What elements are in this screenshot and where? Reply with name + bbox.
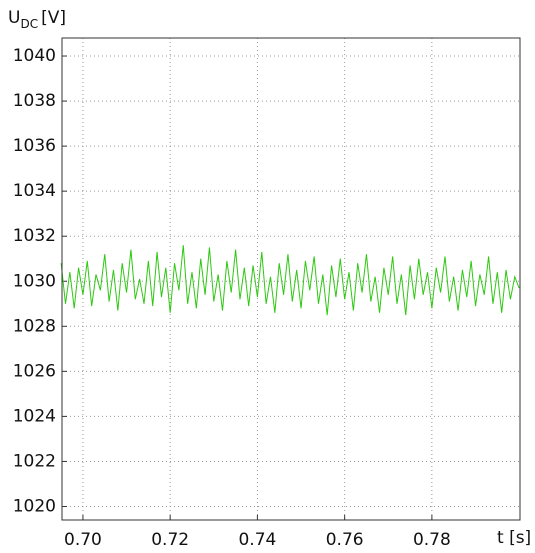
y-label-unit: [V] [41,8,66,28]
x-tick-label: 0.76 [326,530,364,550]
y-tick-label: 1040 [13,46,56,66]
y-label-main: U [8,8,20,28]
y-tick-label: 1038 [13,91,56,111]
data-line [60,245,520,316]
x-tick-label: 0.74 [238,530,276,550]
y-tick-label: 1020 [13,496,56,516]
x-axis-label: t [s] [497,528,531,548]
x-tick-label: 0.78 [413,530,451,550]
y-tick-label: 1030 [13,271,56,291]
y-label-subscript: DC [20,17,38,31]
plot-frame [61,37,521,521]
y-tick-label: 1034 [13,181,56,201]
y-tick-label: 1026 [13,361,56,381]
y-tick-label: 1028 [13,316,56,336]
x-tick-label: 0.70 [64,530,102,550]
y-axis-label: UDC [V] [8,8,66,31]
y-tick-label: 1022 [13,451,56,471]
y-tick-label: 1024 [13,406,56,426]
y-tick-label: 1032 [13,226,56,246]
x-tick-label: 0.72 [151,530,189,550]
y-tick-label: 1036 [13,136,56,156]
